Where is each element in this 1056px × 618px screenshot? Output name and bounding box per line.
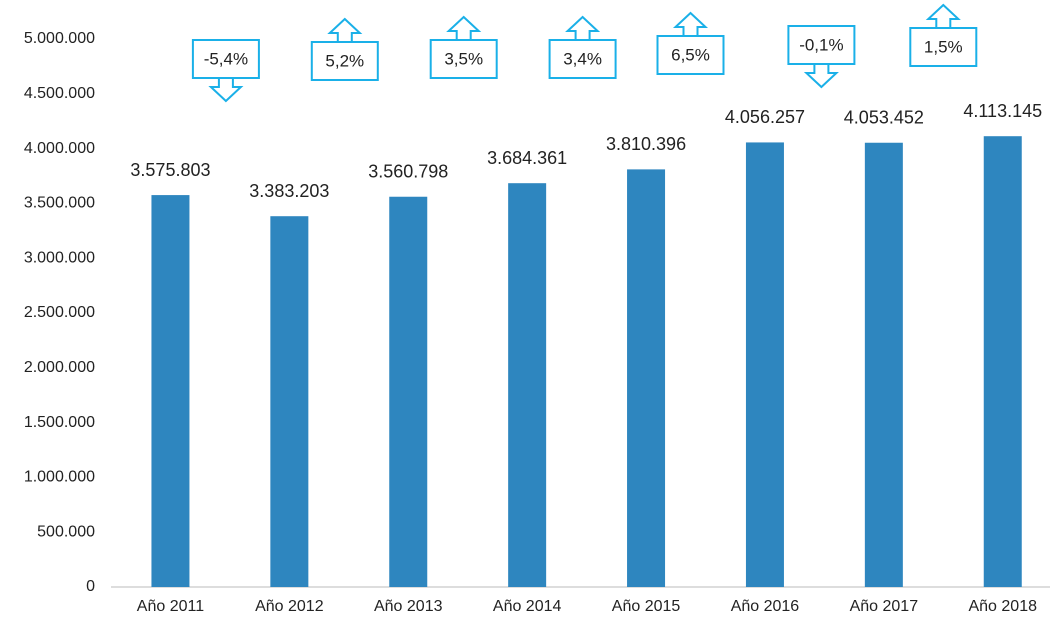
change-box <box>548 39 617 79</box>
y-tick-label: 1.500.000 <box>24 414 95 431</box>
y-tick-label: 3.000.000 <box>24 249 95 266</box>
x-tick-label: Año 2013 <box>374 598 443 615</box>
value-label: 3.684.361 <box>487 148 567 168</box>
change-arrow <box>925 3 961 30</box>
change-box <box>310 41 379 81</box>
change-label: 3,5% <box>444 49 483 68</box>
bar <box>745 142 784 587</box>
x-tick-label: Año 2017 <box>850 598 919 615</box>
y-tick-label: 0 <box>86 578 95 595</box>
change-label: 6,5% <box>671 45 710 64</box>
y-tick-label: 1.000.000 <box>24 469 95 486</box>
bar <box>270 216 309 587</box>
change-arrow <box>565 15 601 42</box>
x-tick-label: Año 2011 <box>137 598 204 615</box>
y-tick-label: 2.500.000 <box>24 304 95 321</box>
change-box <box>191 39 260 79</box>
value-label: 4.113.145 <box>963 101 1042 121</box>
bar <box>508 183 547 587</box>
change-arrow <box>208 76 244 103</box>
y-tick-label: 4.000.000 <box>24 140 95 157</box>
change-box <box>429 39 498 79</box>
value-label: 3.383.203 <box>249 181 329 201</box>
change-box <box>787 25 856 65</box>
bar <box>627 169 666 587</box>
change-box <box>909 27 978 67</box>
y-tick-label: 2.000.000 <box>24 359 95 376</box>
change-arrow <box>327 17 363 44</box>
change-arrow <box>446 15 482 42</box>
y-tick-label: 4.500.000 <box>24 85 95 102</box>
bar <box>983 136 1022 587</box>
x-tick-label: Año 2018 <box>968 598 1037 615</box>
value-label: 4.053.452 <box>844 107 924 127</box>
value-label: 3.575.803 <box>130 160 210 180</box>
change-arrow <box>672 11 709 38</box>
change-label: 5,2% <box>325 51 364 70</box>
bar <box>864 142 903 588</box>
value-label: 4.056.257 <box>725 107 805 127</box>
change-arrow <box>803 62 839 89</box>
x-tick-label: Año 2016 <box>731 598 800 615</box>
value-label: 3.810.396 <box>606 134 686 154</box>
y-tick-label: 5.000.000 <box>24 30 95 47</box>
bar <box>389 196 428 587</box>
x-tick-label: Año 2015 <box>612 598 681 615</box>
value-label: 3.560.798 <box>368 161 448 181</box>
x-tick-label: Año 2012 <box>255 598 324 615</box>
change-label: 1,5% <box>924 37 963 56</box>
change-box <box>656 35 725 75</box>
change-label: -5,4% <box>204 49 248 68</box>
y-tick-label: 500.000 <box>37 523 95 540</box>
change-label: -0,1% <box>799 35 843 54</box>
y-tick-label: 3.500.000 <box>24 195 95 212</box>
change-label: 3,4% <box>563 49 602 68</box>
x-tick-label: Año 2014 <box>493 598 562 615</box>
bar <box>151 195 190 588</box>
